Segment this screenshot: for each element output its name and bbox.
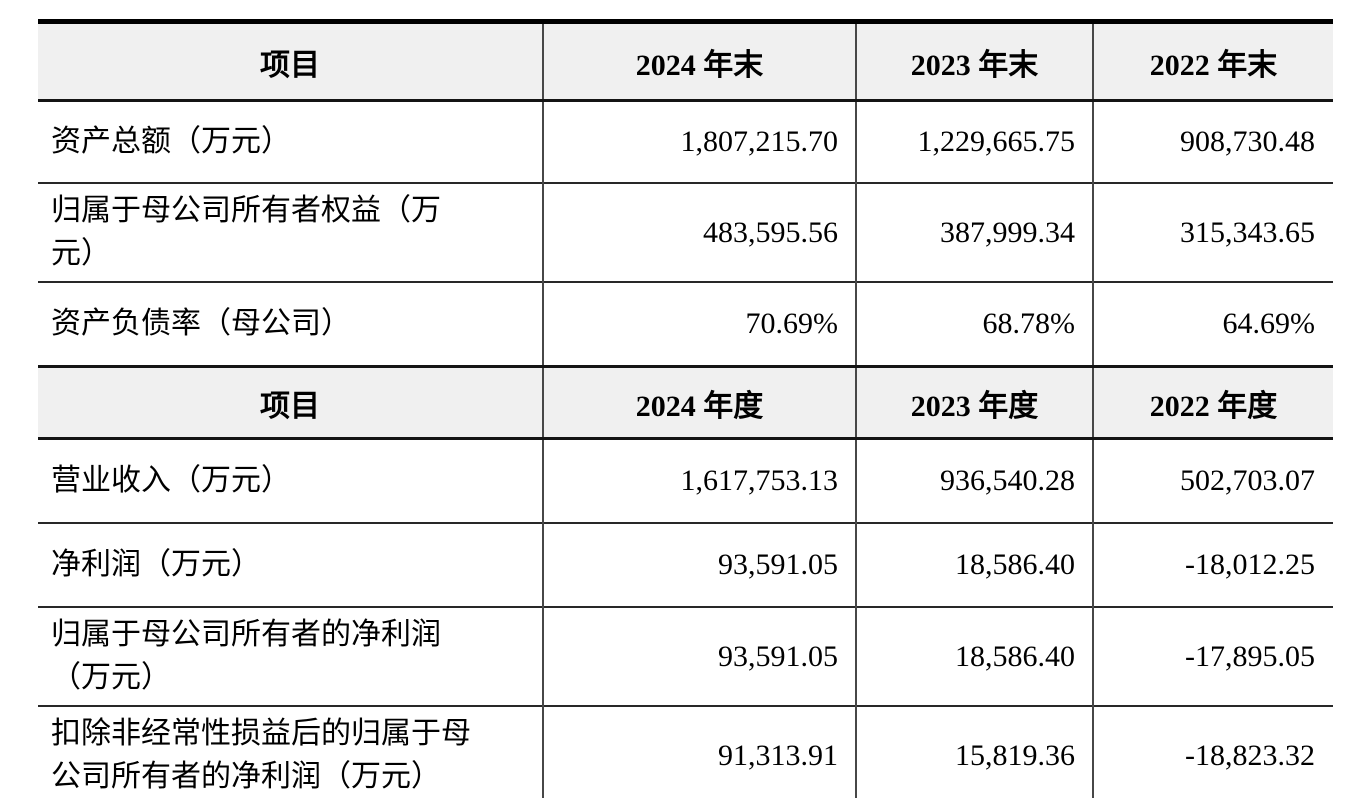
row-label: 扣除非经常性损益后的归属于母 公司所有者的净利润（万元） (38, 705, 543, 798)
value-cell: 70.69% (542, 281, 856, 367)
value-cell: 15,819.36 (855, 705, 1093, 798)
table-row-non-recurring-net-profit: 扣除非经常性损益后的归属于母 公司所有者的净利润（万元） 91,313.91 1… (38, 705, 1333, 798)
value-cell: 315,343.65 (1092, 181, 1333, 283)
table-row-debt-ratio: 资产负债率（母公司） 70.69% 68.78% 64.69% (38, 281, 1333, 367)
value-cell: 502,703.07 (1092, 437, 1333, 524)
value-cell: 387,999.34 (855, 181, 1093, 283)
header-cell-2023-year-end: 2023 年末 (855, 20, 1093, 101)
row-label: 资产负债率（母公司） (38, 281, 543, 367)
value-cell: 64.69% (1092, 281, 1333, 367)
value-cell: 1,229,665.75 (855, 99, 1093, 183)
row-label: 营业收入（万元） (38, 437, 543, 524)
table-row-net-profit: 净利润（万元） 93,591.05 18,586.40 -18,012.25 (38, 522, 1333, 608)
header-cell-2024-year-end: 2024 年末 (542, 20, 856, 101)
financial-summary-table: 项目 2024 年末 2023 年末 2022 年末 资产总额（万元） 1,80… (38, 19, 1333, 798)
header-cell-2022-annual: 2022 年度 (1092, 365, 1333, 439)
value-cell: 91,313.91 (542, 705, 856, 798)
value-cell: 18,586.40 (855, 606, 1093, 707)
value-cell: 1,617,753.13 (542, 437, 856, 524)
value-cell: 68.78% (855, 281, 1093, 367)
value-cell: 18,586.40 (855, 522, 1093, 608)
value-cell: 936,540.28 (855, 437, 1093, 524)
table-row-parent-net-profit: 归属于母公司所有者的净利润 （万元） 93,591.05 18,586.40 -… (38, 606, 1333, 707)
balance-header-row: 项目 2024 年末 2023 年末 2022 年末 (38, 20, 1333, 101)
header-cell-item: 项目 (38, 20, 543, 101)
header-cell-2022-year-end: 2022 年末 (1092, 20, 1333, 101)
row-label: 资产总额（万元） (38, 99, 543, 183)
row-label: 净利润（万元） (38, 522, 543, 608)
value-cell: -18,012.25 (1092, 522, 1333, 608)
value-cell: 1,807,215.70 (542, 99, 856, 183)
value-cell: 93,591.05 (542, 606, 856, 707)
row-label: 归属于母公司所有者权益（万 元） (38, 181, 543, 283)
table-row-parent-equity: 归属于母公司所有者权益（万 元） 483,595.56 387,999.34 3… (38, 181, 1333, 283)
row-label: 归属于母公司所有者的净利润 （万元） (38, 606, 543, 707)
table-row-total-assets: 资产总额（万元） 1,807,215.70 1,229,665.75 908,7… (38, 99, 1333, 183)
header-cell-2023-annual: 2023 年度 (855, 365, 1093, 439)
annual-header-row: 项目 2024 年度 2023 年度 2022 年度 (38, 365, 1333, 439)
value-cell: 483,595.56 (542, 181, 856, 283)
header-cell-2024-annual: 2024 年度 (542, 365, 856, 439)
value-cell: 93,591.05 (542, 522, 856, 608)
value-cell: -18,823.32 (1092, 705, 1333, 798)
value-cell: 908,730.48 (1092, 99, 1333, 183)
value-cell: -17,895.05 (1092, 606, 1333, 707)
table-row-operating-revenue: 营业收入（万元） 1,617,753.13 936,540.28 502,703… (38, 437, 1333, 524)
header-cell-item: 项目 (38, 365, 543, 439)
